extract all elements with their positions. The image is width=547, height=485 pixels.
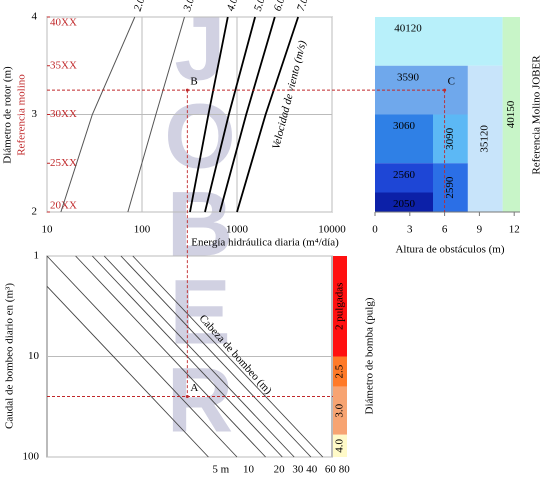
selection-block [375,17,503,66]
selection-block [433,163,468,212]
y-axis-label: Referencia Molino JOBER [531,55,543,175]
head-label: 40 [306,464,318,476]
pump-label: 2 pulgadas [334,283,346,330]
selection-block [467,65,503,212]
selection-block [433,114,468,164]
x-tick-label: 9 [477,224,483,236]
head-line [103,255,295,458]
x-tick-label: 3 [407,224,413,236]
pump-band [333,386,347,435]
wind-curve [236,16,299,213]
head-label: 30 [292,464,304,476]
pump-band [333,356,347,387]
block-label: 3090 [444,127,456,150]
y-axis-label: Diámetro de rotor (m) [2,66,14,164]
head-line [75,255,266,458]
wind-curve [127,16,185,213]
wind-curve [189,16,229,213]
x-axis-label: Altura de obstáculos (m) [395,244,504,256]
head-label: 5 m [212,464,229,476]
x-tick-label: 10 [42,224,54,236]
point-label: C [448,76,455,88]
curve-label: 4.0 [225,0,241,13]
block-label: 2050 [393,198,416,210]
point-label: A [190,382,198,394]
y-tick-label: 2 [32,206,38,218]
curve-label: 5.0 [252,0,268,13]
pump-band [333,434,347,457]
block-label: 40120 [394,23,422,35]
head-line [46,255,238,458]
pump-label: 3.0 [334,403,346,417]
pump-label: 4.0 [334,438,346,452]
y2-tick-label: 25XX [50,157,77,169]
wind-curve [204,16,256,213]
head-label: 20 [274,464,286,476]
head-line [46,285,209,458]
watermark-letter: R [167,349,233,451]
y2-tick-label: 30XX [50,108,77,120]
head-label: 60 [325,464,337,476]
point [185,88,189,92]
watermark-letter: E [169,261,230,363]
y-tick-label: 4 [32,11,38,23]
x-tick-label: 10000 [318,224,346,236]
x-tick-label: 100 [134,224,151,236]
curve-label: 7.0 [295,0,311,13]
curve-label: 3.0 [181,0,197,14]
selection-block [502,17,520,212]
selection-block [375,163,433,193]
block-label: 40150 [505,100,517,128]
point-label: B [190,76,197,88]
x-axis-label: Energía hidráulica diaria (m⁴/día) [191,237,339,249]
pump-band [333,256,347,357]
pump-axis-label: Diámetro de bomba (pulg) [364,297,376,414]
watermark-letter: O [164,85,236,187]
y-tick-label: 10 [28,350,40,362]
y-tick-label: 3 [32,108,38,120]
selection-block [375,192,433,212]
watermark-letter: B [167,173,233,275]
wind-curve [60,16,136,213]
y-axis-label: Caudal de bombeo diario en (m³) [4,283,16,429]
y2-tick-label: 35XX [50,59,77,71]
annotation: Velocidad de viento (m/s) [270,39,309,150]
head-label: 80 [339,464,351,476]
wind-curve [218,16,276,213]
y-tick-label: 1 [34,250,40,262]
pump-label: 2.5 [334,364,346,378]
block-label: 3060 [393,120,416,132]
block-label: 35120 [479,125,491,153]
point [185,394,189,398]
x-tick-label: 6 [442,224,448,236]
head-label: 10 [243,464,255,476]
y2-tick-label: 40XX [50,17,77,29]
x-tick-label: 0 [372,224,378,236]
y-tick-label: 100 [23,451,40,463]
block-label: 2590 [444,176,456,199]
point [443,88,447,92]
head-line [120,255,312,458]
y2-axis-label: Referencia molino [16,74,28,156]
selection-block [375,114,433,164]
block-label: 3590 [397,71,420,83]
curve-label: 2.0 [132,0,148,13]
curve-label: 6.0 [272,0,288,13]
x-tick-label: 1000 [226,224,249,236]
selection-block [375,65,468,115]
head-line [132,255,324,458]
x-tick-label: 12 [509,224,520,236]
block-label: 2560 [393,169,416,181]
